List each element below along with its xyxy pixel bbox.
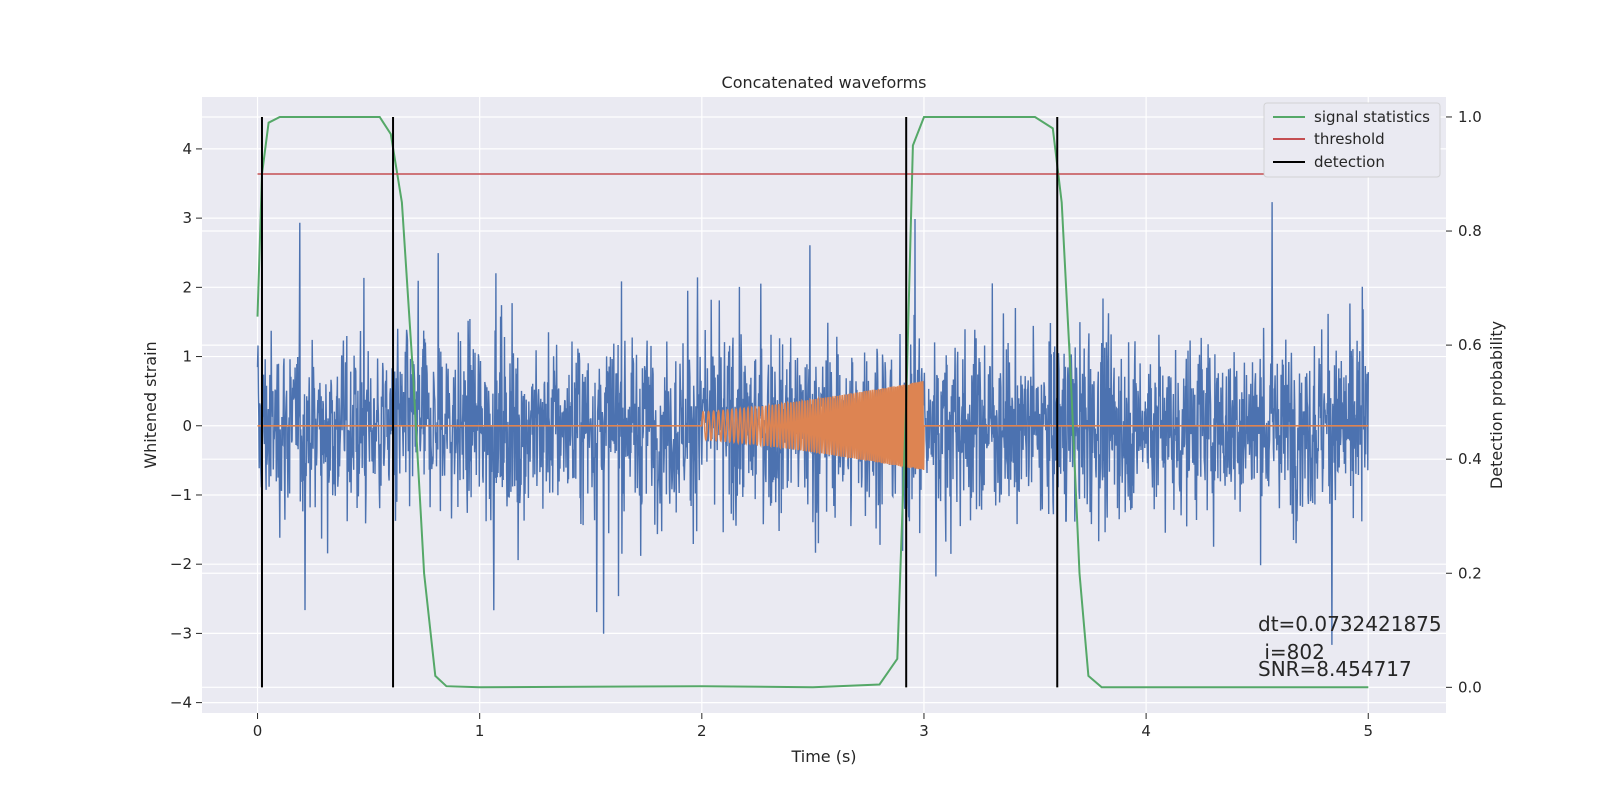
y-axis-left-ticks: −4 −3 −2 −1 0 1 2 3 4	[170, 140, 202, 712]
legend: signal statistics threshold detection	[1263, 102, 1441, 178]
y-left-tick-label: 0	[182, 417, 192, 435]
chart-title: Concatenated waveforms	[722, 73, 927, 92]
series-signal-statistics	[256, 116, 1369, 689]
legend-label-detection: detection	[1314, 153, 1385, 171]
x-axis-ticks: 0 1 2 3 4 5	[253, 713, 1373, 740]
series-chirp	[257, 381, 1369, 471]
y-right-tick-label: 0.0	[1458, 678, 1482, 696]
x-tick-label: 3	[919, 722, 929, 740]
legend-label-signal-statistics: signal statistics	[1314, 108, 1430, 126]
y-axis-right-ticks: 0.0 0.2 0.4 0.6 0.8 1.0	[1446, 108, 1482, 696]
x-tick-label: 0	[253, 722, 263, 740]
x-tick-label: 5	[1363, 722, 1373, 740]
annotation-dt: dt=0.0732421875	[1258, 612, 1442, 636]
y-axis-right-label: Detection probability	[1487, 321, 1506, 489]
signal-statistics-line	[256, 116, 1369, 689]
x-tick-label: 1	[475, 722, 485, 740]
y-left-tick-label: 1	[182, 348, 192, 366]
series-detection	[260, 116, 1059, 688]
x-tick-label: 2	[697, 722, 707, 740]
y-left-tick-label: 4	[182, 140, 192, 158]
y-right-tick-label: 0.8	[1458, 222, 1482, 240]
y-left-tick-label: −4	[170, 694, 192, 712]
legend-label-threshold: threshold	[1314, 130, 1385, 148]
annotation-index: i=802	[1258, 640, 1325, 664]
x-tick-label: 4	[1141, 722, 1151, 740]
strain-line	[256, 202, 1369, 645]
y-left-tick-label: 3	[182, 209, 192, 227]
y-left-tick-label: −3	[170, 624, 192, 642]
legend-box	[1263, 102, 1441, 178]
y-right-tick-label: 1.0	[1458, 108, 1482, 126]
y-axis-left-label: Whitened strain	[141, 341, 160, 468]
y-left-tick-label: −1	[170, 486, 192, 504]
y-left-tick-label: −2	[170, 555, 192, 573]
chirp-line	[257, 381, 1369, 471]
y-right-tick-label: 0.4	[1458, 450, 1482, 468]
y-right-tick-label: 0.2	[1458, 564, 1482, 582]
y-left-tick-label: 2	[182, 278, 192, 296]
annotation-snr: SNR=8.454717	[1258, 657, 1412, 681]
x-axis-label: Time (s)	[790, 747, 856, 766]
series-strain	[256, 202, 1369, 645]
y-right-tick-label: 0.6	[1458, 336, 1482, 354]
